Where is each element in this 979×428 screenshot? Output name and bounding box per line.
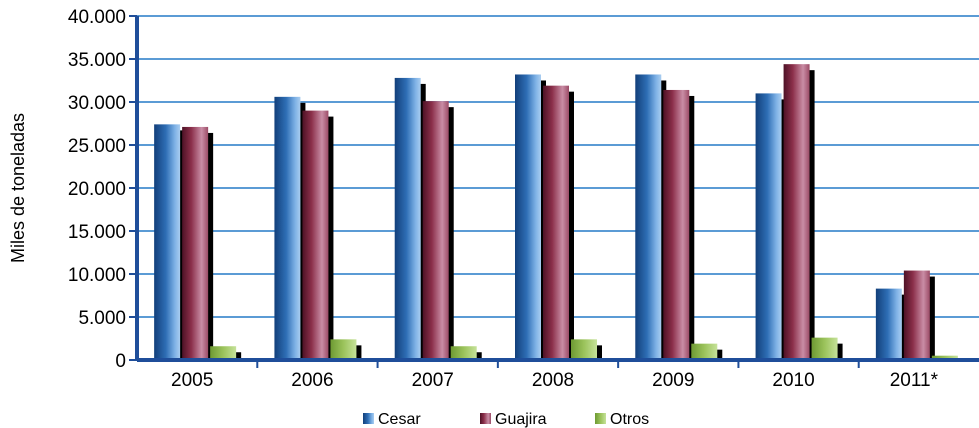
y-tick-label: 5.000: [78, 308, 126, 329]
y-tick-label: 15.000: [68, 222, 126, 243]
bar-cesar-2005: [154, 124, 181, 360]
x-tick-label: 2010: [772, 370, 814, 391]
axes: [129, 15, 979, 368]
bar-guajira-2008: [543, 85, 569, 360]
legend-label-guajira: Guajira: [495, 411, 547, 428]
y-tick-label: 30.000: [68, 93, 126, 114]
bar-otros-2010: [811, 337, 838, 360]
legend-swatch-guajira: [480, 413, 491, 424]
bar-guajira-2010: [783, 64, 810, 360]
y-tick-label: 25.000: [68, 136, 126, 157]
bars: [154, 64, 958, 361]
legend: Cesar Guajira Otros: [363, 411, 649, 428]
x-tick-label: 2008: [532, 370, 574, 391]
y-tick-label: 10.000: [68, 265, 126, 286]
x-tick-label: 2011*: [890, 370, 939, 391]
bar-cesar-2007: [394, 77, 421, 361]
legend-swatch-otros: [595, 413, 606, 424]
y-axis-title: Miles de toneladas: [8, 113, 28, 263]
tick-labels: 0 5.000 10.000 15.000 20.000 25.000 30.000 35.0…: [68, 7, 939, 391]
bar-cesar-2008: [515, 74, 541, 360]
y-tick-label: 20.000: [68, 179, 126, 200]
x-tick-label: 2009: [652, 370, 694, 391]
bar-otros-2008: [571, 339, 597, 360]
bar-otros-2007: [450, 346, 477, 360]
legend-label-otros: Otros: [610, 411, 649, 428]
legend-label-cesar: Cesar: [378, 411, 421, 428]
bar-otros-2006: [330, 339, 357, 360]
bar-cesar-2006: [274, 96, 301, 360]
bar-cesar-2010: [755, 93, 782, 361]
y-tick-label: 0: [115, 351, 126, 372]
y-tick-label: 40.000: [68, 7, 126, 28]
bar-cesar-2011: [875, 288, 902, 360]
bar-cesar-2009: [635, 74, 662, 360]
legend-swatch-cesar: [363, 413, 374, 424]
bar-guajira-2006: [302, 110, 329, 360]
x-tick-label: 2006: [291, 370, 333, 391]
bar-guajira-2007: [422, 101, 449, 360]
bar-guajira-2005: [182, 126, 209, 360]
bar-guajira-2009: [663, 89, 690, 361]
bar-otros-2005: [210, 346, 237, 360]
x-tick-label: 2007: [412, 370, 454, 391]
bar-guajira-2011: [903, 270, 930, 360]
x-tick-label: 2005: [171, 370, 213, 391]
bar-otros-2009: [691, 343, 718, 360]
y-tick-label: 35.000: [68, 50, 126, 71]
bar-otros-2011: [931, 355, 958, 360]
